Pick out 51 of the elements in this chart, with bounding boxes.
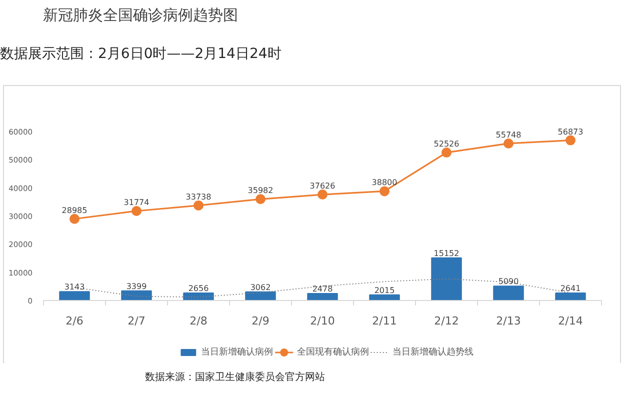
data-label: 2478 <box>312 284 333 294</box>
point <box>132 206 142 216</box>
data-label: 52526 <box>434 140 460 149</box>
point <box>256 194 266 204</box>
data-label: 3143 <box>64 282 85 292</box>
bar <box>493 286 524 300</box>
bar <box>183 292 214 300</box>
x-tick-label: 2/7 <box>128 314 146 328</box>
data-label: 2641 <box>560 284 581 294</box>
data-label: 35982 <box>248 186 274 196</box>
legend-label: 当日新增确认病例 <box>201 346 274 358</box>
point <box>318 190 328 200</box>
data-label: 5090 <box>498 277 519 286</box>
bar <box>369 294 400 300</box>
x-tick-label: 2/11 <box>372 314 397 328</box>
legend-label: 当日新增确认趋势线 <box>392 346 474 358</box>
x-tick-label: 2/8 <box>190 314 208 328</box>
point <box>380 186 390 196</box>
data-label: 31774 <box>124 198 150 208</box>
x-tick-label: 2/10 <box>310 314 335 328</box>
x-tick-label: 2/6 <box>66 314 84 328</box>
chart-title: 新冠肺炎全国确诊病例趋势图 <box>42 5 240 26</box>
x-tick-label: 2/14 <box>558 314 583 328</box>
x-tick-label: 2/12 <box>434 314 459 328</box>
data-label: 56873 <box>558 127 584 136</box>
data-label: 28985 <box>62 206 88 215</box>
legend-label: 全国现有确认病例 <box>296 346 369 358</box>
point <box>566 135 576 146</box>
data-label: 38800 <box>372 178 398 188</box>
bar <box>59 291 90 300</box>
data-label: 2656 <box>188 284 209 294</box>
point <box>70 214 80 224</box>
data-label: 33738 <box>186 192 212 202</box>
chart-subtitle: 数据展示范围：2月6日0时——2月14日24时 <box>0 45 282 64</box>
point <box>442 148 452 158</box>
data-label: 15152 <box>434 248 460 258</box>
bar <box>555 292 586 300</box>
point <box>194 200 204 210</box>
x-tick-label: 2/13 <box>496 314 521 328</box>
data-label: 3062 <box>250 282 271 292</box>
bar <box>121 290 152 300</box>
data-label: 37626 <box>310 182 336 191</box>
data-label: 3399 <box>126 282 147 291</box>
bar <box>431 257 462 300</box>
point <box>504 138 514 148</box>
bar <box>307 293 338 300</box>
data-label: 55748 <box>496 130 522 140</box>
source-note: 数据来源：国家卫生健康委员会官方网站 <box>144 370 325 385</box>
bar <box>245 291 276 300</box>
data-label: 2015 <box>374 286 395 295</box>
x-tick-label: 2/9 <box>252 314 270 328</box>
